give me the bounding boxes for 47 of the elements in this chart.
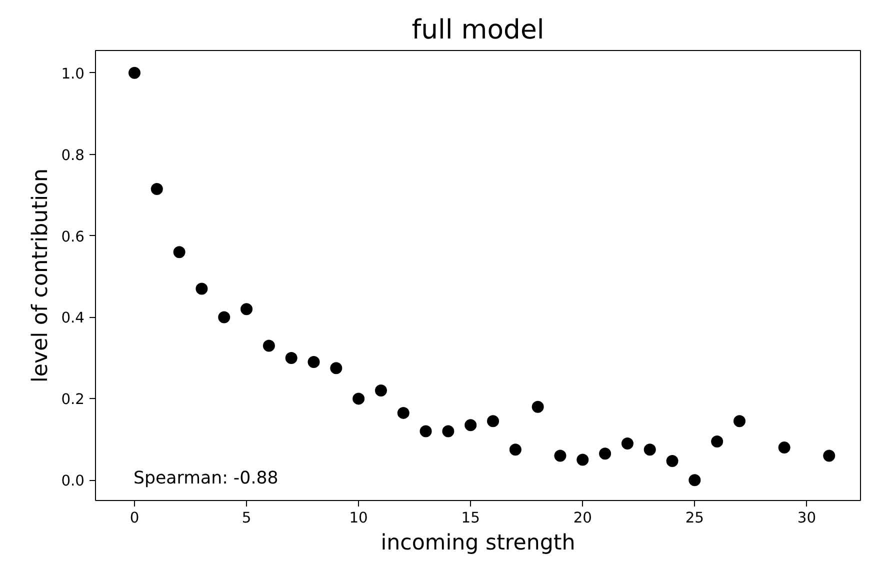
point: [734, 415, 746, 428]
point: [218, 311, 230, 324]
point: [196, 282, 208, 295]
y-tick-label: 1.0: [61, 65, 85, 82]
point: [666, 455, 678, 467]
point: [487, 415, 500, 428]
x-tick-label: 10: [349, 510, 368, 526]
y-tick-label: 0.0: [61, 472, 85, 490]
y-tick-label: 0.4: [61, 310, 85, 327]
point: [554, 450, 566, 462]
point: [509, 444, 522, 456]
x-tick-label: 30: [797, 510, 816, 526]
point: [173, 246, 186, 258]
point: [599, 448, 612, 460]
y-axis-title: level of contribution: [28, 168, 54, 383]
point: [621, 437, 634, 450]
point: [285, 352, 298, 364]
point: [711, 435, 724, 448]
point: [442, 425, 454, 438]
x-axis-title: incoming strength: [380, 530, 576, 556]
chart-title: full model: [412, 14, 544, 46]
point: [778, 442, 790, 454]
point: [352, 392, 365, 405]
point: [308, 356, 320, 368]
point: [420, 425, 432, 438]
point: [532, 400, 544, 413]
point: [330, 362, 342, 374]
x-tick-label: 20: [573, 510, 592, 526]
point: [397, 406, 410, 419]
point: [823, 450, 836, 462]
x-tick-label: 15: [461, 510, 480, 526]
point: [374, 384, 387, 397]
point: [688, 474, 701, 486]
point: [464, 419, 477, 432]
annotation: Spearman: -0.88: [134, 468, 278, 488]
point: [150, 182, 163, 195]
point: [576, 454, 589, 466]
point: [262, 340, 275, 352]
point: [240, 303, 253, 316]
x-tick-label: 25: [685, 510, 704, 526]
x-tick-label: 0: [130, 510, 140, 526]
point: [644, 444, 656, 456]
y-tick-label: 0.2: [61, 391, 85, 408]
y-tick-label: 0.8: [61, 146, 85, 164]
x-tick-label: 5: [242, 510, 252, 526]
point: [128, 66, 140, 79]
y-tick-label: 0.6: [61, 228, 85, 246]
